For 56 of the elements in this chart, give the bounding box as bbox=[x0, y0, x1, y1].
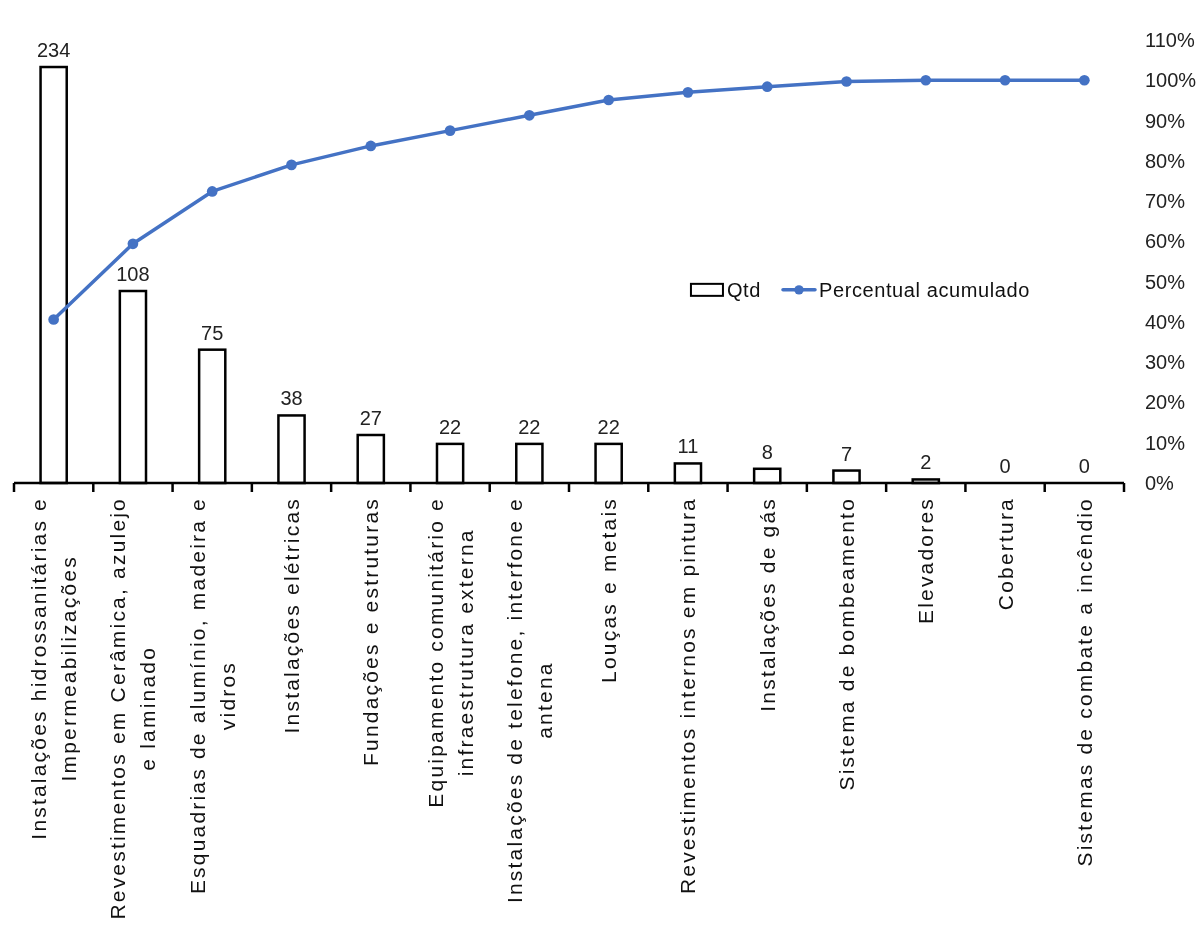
y2-tick-label: 30% bbox=[1145, 351, 1186, 374]
point bbox=[1079, 74, 1090, 86]
y2-tick-label: 70% bbox=[1145, 190, 1186, 213]
x-tick-label: Equipamento comunitário e infraestrutura externa bbox=[423, 497, 477, 808]
y2-tick-label: 40% bbox=[1145, 310, 1186, 333]
point bbox=[524, 109, 535, 121]
data-label: 22 bbox=[438, 415, 462, 438]
point bbox=[48, 314, 59, 325]
point bbox=[206, 186, 218, 197]
y2-tick-label: 10% bbox=[1145, 431, 1186, 454]
point bbox=[127, 238, 139, 250]
y2-tick-label: 50% bbox=[1145, 270, 1186, 293]
data-label: 2 bbox=[920, 451, 932, 474]
point bbox=[365, 140, 377, 152]
x-tick-label: Louças e metais bbox=[597, 497, 621, 683]
data-label: 0 bbox=[1078, 455, 1090, 477]
y2-tick-label: 60% bbox=[1145, 230, 1186, 253]
y2-tick-label: 110% bbox=[1145, 29, 1195, 51]
x-tick-label: Instalações de gás bbox=[755, 497, 779, 712]
x-tick-label: Fundações e estruturas bbox=[359, 497, 383, 767]
data-label: 7 bbox=[840, 442, 853, 465]
point bbox=[286, 159, 297, 171]
x-tick-label: Instalações de telefone, interfone e antena bbox=[502, 496, 556, 904]
y2-tick-label: 80% bbox=[1145, 149, 1186, 172]
x-tick-label: Esquadrias de alumínio, madeira e vidros bbox=[185, 497, 239, 895]
y2-tick-label: 0% bbox=[1145, 472, 1175, 494]
point bbox=[999, 74, 1011, 86]
y2-tick-label: 90% bbox=[1145, 109, 1186, 132]
data-label: 22 bbox=[518, 415, 541, 438]
data-label: 108 bbox=[116, 263, 150, 286]
data-label: 22 bbox=[597, 415, 620, 438]
x-tick-label: Instalações elétricas bbox=[280, 497, 303, 734]
point bbox=[761, 81, 773, 93]
data-label: 8 bbox=[761, 440, 773, 463]
legend-label: Percentual acumulado bbox=[818, 278, 1030, 301]
point bbox=[682, 87, 694, 98]
data-label: 234 bbox=[36, 39, 71, 62]
data-label: 38 bbox=[280, 387, 303, 410]
x-tick-label: Elevadores bbox=[914, 497, 938, 625]
y2-tick-label: 20% bbox=[1145, 391, 1186, 414]
legend-label: Qtd bbox=[726, 278, 761, 301]
point bbox=[603, 94, 614, 106]
y2-tick-label: 100% bbox=[1145, 69, 1197, 92]
x-tick-label: Sistema de bombeamento bbox=[835, 497, 858, 791]
point bbox=[920, 74, 932, 86]
data-label: 11 bbox=[677, 435, 699, 458]
data-label: 0 bbox=[999, 455, 1011, 477]
x-tick-label: Sistemas de combate a incêndio bbox=[1072, 496, 1096, 867]
point bbox=[444, 125, 456, 136]
x-tick-label: Revestimentos em Cerâmica, azulejo e laminado bbox=[106, 497, 160, 920]
x-tick-label: Revestimentos internos em pintura bbox=[676, 497, 700, 895]
x-tick-label: Instalações hidrossanitárias e Impermeabilizações bbox=[27, 497, 81, 840]
data-label: 27 bbox=[359, 407, 382, 429]
point bbox=[841, 76, 852, 87]
data-label: 75 bbox=[201, 321, 224, 344]
x-tick-label: Cobertura bbox=[993, 497, 1017, 611]
